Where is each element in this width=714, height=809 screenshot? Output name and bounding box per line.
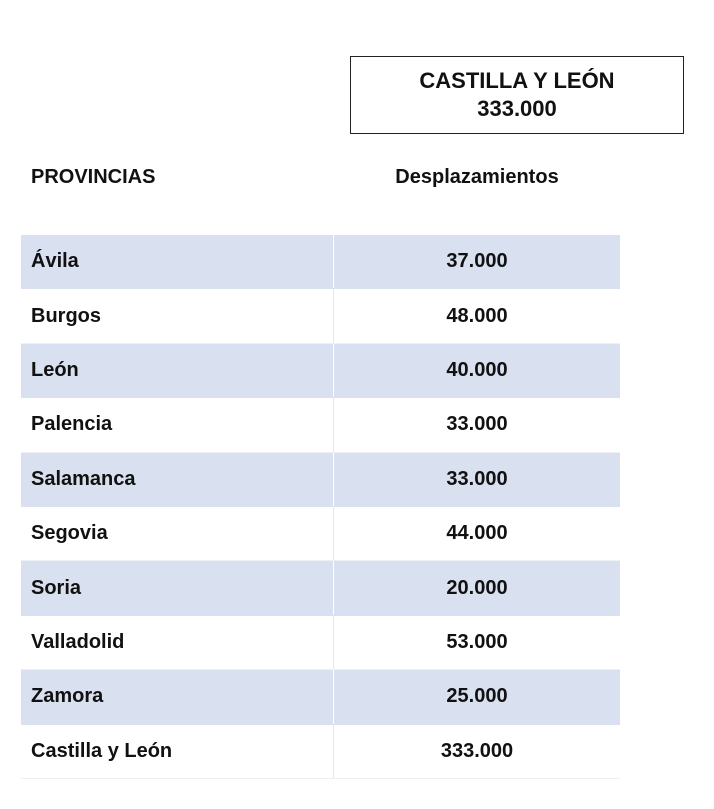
displacement-value: 33.000 — [446, 413, 508, 436]
province-name: Salamanca — [21, 452, 334, 506]
summary-title: CASTILLA Y LEÓN — [419, 68, 615, 93]
displacement-value: 48.000 — [446, 304, 508, 327]
province-name: Ávila — [21, 235, 334, 289]
table-row: Zamora 25.000 — [21, 670, 620, 725]
displacement-value: 37.000 — [446, 250, 508, 273]
displacement-value: 40.000 — [446, 358, 508, 381]
province-name: Castilla y León — [21, 724, 334, 778]
province-name: León — [21, 343, 334, 398]
province-name: Segovia — [21, 506, 334, 561]
displacement-value: 333.000 — [440, 739, 514, 762]
province-name: Burgos — [21, 289, 334, 343]
displacement-value: 33.000 — [446, 467, 508, 490]
province-name: Soria — [21, 561, 334, 615]
displacement-value: 44.000 — [446, 522, 508, 545]
table-row: Palencia 33.000 — [21, 398, 620, 453]
province-name: Palencia — [21, 398, 334, 452]
table-row: Valladolid 53.000 — [21, 615, 620, 671]
displacement-value: 25.000 — [446, 685, 508, 708]
column-header-displacements: Desplazamientos — [395, 166, 559, 188]
table-row-total: Castilla y León 333.000 — [21, 724, 620, 779]
displacement-value: 20.000 — [446, 576, 508, 599]
table-row: Ávila 37.000 — [21, 235, 620, 290]
table-row: Segovia 44.000 — [21, 506, 620, 562]
province-name: Valladolid — [21, 615, 334, 670]
column-header-provinces: PROVINCIAS — [31, 166, 156, 188]
provinces-table: Ávila 37.000 Burgos 48.000 León 40.000 P… — [21, 235, 620, 779]
summary-box: CASTILLA Y LEÓN 333.000 — [350, 56, 684, 134]
summary-value: 333.000 — [477, 96, 557, 121]
table-row: Soria 20.000 — [21, 561, 620, 616]
table-row: Salamanca 33.000 — [21, 452, 620, 507]
table-row: Burgos 48.000 — [21, 289, 620, 344]
table-row: León 40.000 — [21, 343, 620, 399]
displacement-value: 53.000 — [446, 630, 508, 653]
province-name: Zamora — [21, 670, 334, 724]
